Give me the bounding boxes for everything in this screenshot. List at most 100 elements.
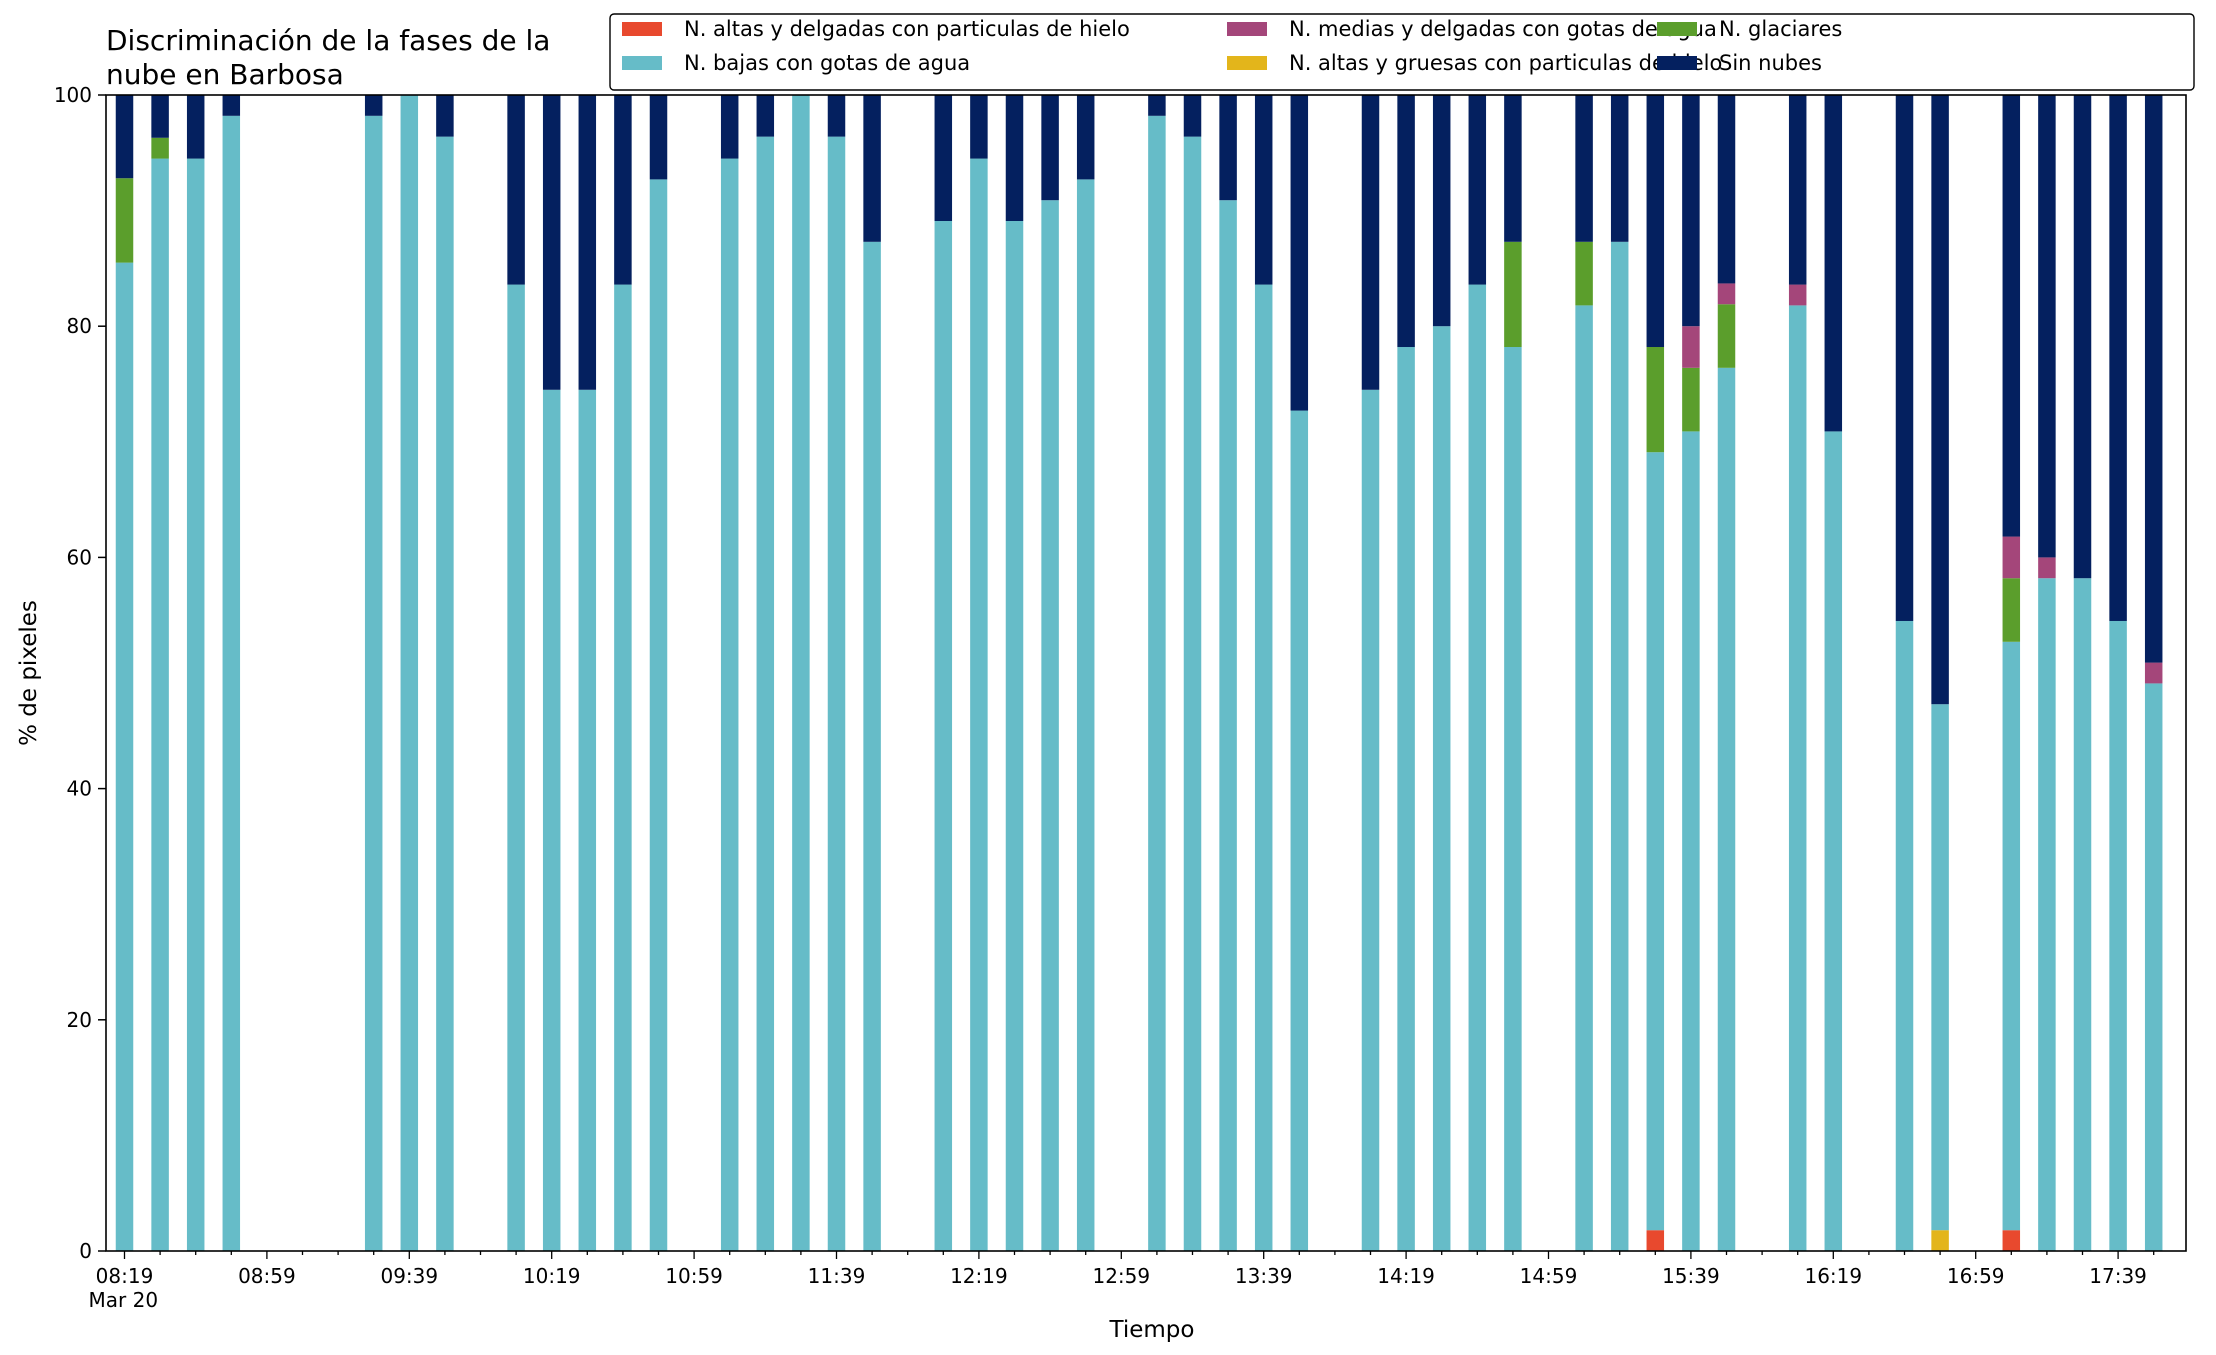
- bar-segment: [151, 158, 169, 1252]
- bar-segment: [1041, 95, 1059, 201]
- bar-segment: [1219, 95, 1237, 201]
- y-tick-label: 60: [67, 545, 92, 569]
- x-tick-label: 13:39: [1235, 1264, 1293, 1288]
- bar-segment: [115, 178, 134, 263]
- bar-segment: [2002, 578, 2021, 642]
- bar-segment: [186, 95, 205, 159]
- bar-segment: [542, 95, 561, 390]
- bar-segment: [1290, 95, 1309, 411]
- x-tick-label: 12:19: [950, 1264, 1008, 1288]
- bar-segment: [186, 158, 205, 1252]
- legend-swatch: [622, 22, 662, 36]
- bars-layer: [115, 95, 2163, 1252]
- bar-segment: [649, 95, 668, 180]
- bar-segment: [151, 95, 169, 138]
- bar-segment: [1397, 347, 1415, 1251]
- bar-segment: [863, 95, 881, 242]
- bar-segment: [2144, 662, 2163, 684]
- bar-segment: [1254, 95, 1273, 285]
- bar-segment: [151, 137, 169, 159]
- bar-segment: [578, 389, 597, 1251]
- bar-segment: [1183, 95, 1202, 137]
- bar-segment: [436, 95, 454, 137]
- legend-box: [609, 13, 2195, 91]
- bar-segment: [2002, 641, 2021, 1231]
- x-tick-label: 16:59: [1947, 1264, 2005, 1288]
- bar-segment: [1788, 305, 1807, 1251]
- chart-title-line-1: Discriminación de la fases de la: [106, 24, 550, 57]
- bar-segment: [222, 95, 241, 116]
- bar-segment: [2002, 536, 2021, 579]
- x-tick-label: 11:39: [808, 1264, 866, 1288]
- x-tick-label: 12:59: [1092, 1264, 1150, 1288]
- bar-segment: [720, 158, 739, 1252]
- bar-segment: [1148, 95, 1166, 116]
- bar-segment: [1646, 1230, 1665, 1251]
- bar-segment: [1504, 347, 1522, 1251]
- bar-segment: [934, 95, 953, 221]
- bar-segment: [1005, 95, 1024, 221]
- bar-segment: [1397, 95, 1415, 348]
- bar-segment: [578, 95, 597, 390]
- bar-segment: [1717, 304, 1736, 368]
- bar-segment: [2073, 578, 2092, 1251]
- bar-segment: [1788, 284, 1807, 306]
- bar-segment: [1361, 389, 1380, 1251]
- plot-frame: [105, 94, 2187, 1252]
- bar-segment: [222, 115, 241, 1251]
- legend-entry-label: N. medias y delgadas con gotas de agua: [1289, 17, 1717, 41]
- bar-segment: [970, 95, 988, 159]
- legend: N. altas y delgadas con particulas de hi…: [609, 13, 2195, 91]
- bar-segment: [1646, 347, 1665, 453]
- bar-segment: [1895, 95, 1914, 621]
- bar-segment: [756, 95, 775, 137]
- bar-segment: [1468, 284, 1487, 1252]
- bar-segment: [720, 95, 739, 159]
- legend-entry-label: N. bajas con gotas de agua: [684, 51, 970, 75]
- bar-segment: [507, 284, 525, 1252]
- bar-segment: [2144, 683, 2163, 1251]
- bar-segment: [1575, 95, 1593, 242]
- y-axis-label: % de pixeles: [16, 600, 42, 746]
- bar-segment: [1005, 221, 1024, 1251]
- x-tick-label: 14:59: [1520, 1264, 1578, 1288]
- bar-segment: [2002, 1230, 2021, 1251]
- bar-segment: [1682, 367, 1700, 432]
- x-tick-label: 15:39: [1662, 1264, 1720, 1288]
- bar-segment: [1504, 95, 1522, 242]
- bar-segment: [1931, 704, 1949, 1231]
- y-tick-label: 100: [54, 83, 92, 107]
- y-tick-label: 40: [67, 777, 92, 801]
- bar-segment: [1432, 95, 1451, 327]
- bar-segment: [507, 95, 525, 285]
- y-tick-label: 80: [67, 314, 92, 338]
- x-axis: 08:19 08:59 09:39 10:19 10:59 11:39 12:19 12:59…: [89, 1251, 2155, 1312]
- bar-segment: [542, 389, 561, 1251]
- bar-segment: [1504, 241, 1522, 348]
- bar-segment: [1219, 200, 1237, 1252]
- legend-entry-label: N. glaciares: [1719, 17, 1842, 41]
- bar-segment: [970, 158, 988, 1252]
- bar-segment: [1183, 136, 1202, 1251]
- bar-segment: [364, 115, 383, 1251]
- bar-segment: [1717, 367, 1736, 1251]
- bar-segment: [649, 179, 668, 1251]
- bar-segment: [1575, 305, 1593, 1251]
- bar-segment: [1290, 410, 1309, 1252]
- x-tick-label: 14:19: [1377, 1264, 1435, 1288]
- bar-segment: [1076, 179, 1095, 1251]
- legend-entry-label: Sin nubes: [1719, 51, 1822, 75]
- bar-segment: [2144, 95, 2163, 663]
- bar-segment: [934, 221, 953, 1251]
- bar-segment: [827, 136, 846, 1251]
- y-axis: 0 20 40 60 80 100: [54, 83, 106, 1263]
- bar-segment: [1682, 326, 1700, 368]
- legend-swatch: [1657, 22, 1697, 36]
- bar-segment: [2038, 578, 2056, 1251]
- bar-segment: [1076, 95, 1095, 180]
- legend-swatch: [1657, 56, 1697, 70]
- bar-segment: [2109, 95, 2127, 621]
- bar-segment: [2109, 620, 2127, 1251]
- bar-segment: [792, 95, 810, 1251]
